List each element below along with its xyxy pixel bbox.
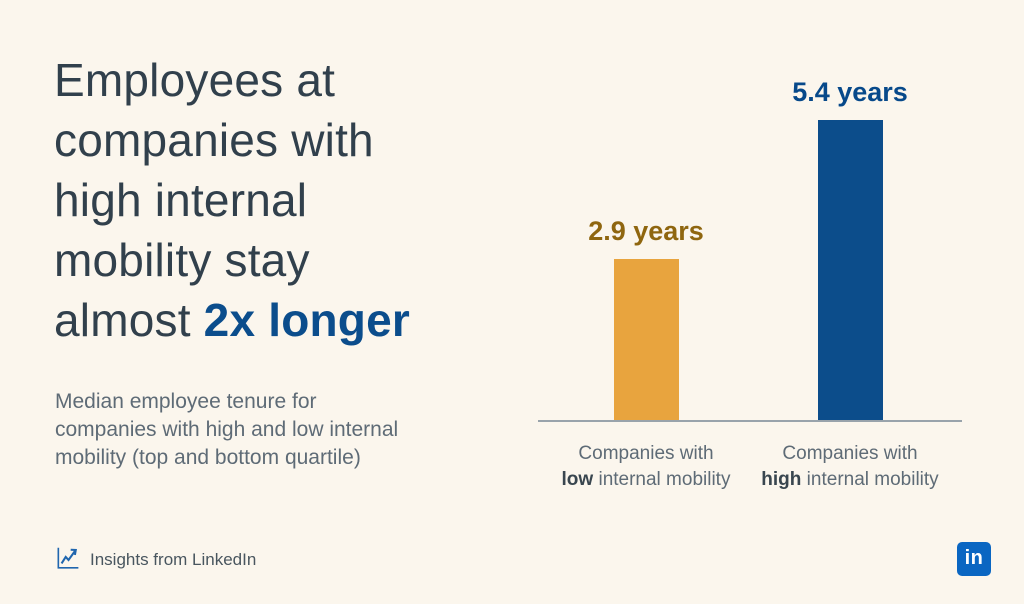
category-label-line1: Companies with xyxy=(782,443,918,464)
headline-last-line-prefix: almost xyxy=(54,294,204,346)
category-label-low: Companies with low internal mobility xyxy=(526,441,766,493)
category-label-line2: low internal mobility xyxy=(526,467,766,493)
category-label-line1: Companies with xyxy=(578,443,714,464)
category-label-emphasis: high xyxy=(761,469,802,490)
bar-low-internal-mobility xyxy=(614,259,679,420)
headline-emphasis: 2x longer xyxy=(203,294,410,346)
subtitle-line: Median employee tenure for xyxy=(55,390,317,413)
category-label-rest: internal mobility xyxy=(593,469,731,490)
headline: Employees at companies with high internal m… xyxy=(54,50,514,350)
subtitle-line: companies with high and low internal xyxy=(55,418,399,441)
headline-line: companies with xyxy=(54,114,374,166)
subtitle: Median employee tenure for companies wit… xyxy=(55,388,495,472)
category-label-emphasis: low xyxy=(561,469,594,490)
category-label-high: Companies with high internal mobility xyxy=(730,441,970,493)
x-axis-line xyxy=(538,420,962,422)
category-label-line2: high internal mobility xyxy=(730,467,970,493)
headline-line: high internal xyxy=(54,174,308,226)
category-label-rest: internal mobility xyxy=(801,469,939,490)
subtitle-line: mobility (top and bottom quartile) xyxy=(55,446,361,469)
line-chart-trend-icon xyxy=(57,547,79,569)
headline-line: mobility stay xyxy=(54,234,310,286)
bar-value-label-high: 5.4 years xyxy=(792,77,908,108)
linkedin-logo: in xyxy=(957,542,991,576)
headline-line: Employees at xyxy=(54,54,336,106)
bar-value-label-low: 2.9 years xyxy=(588,216,704,247)
attribution-text: Insights from LinkedIn xyxy=(90,550,257,569)
bar-high-internal-mobility xyxy=(818,120,883,420)
